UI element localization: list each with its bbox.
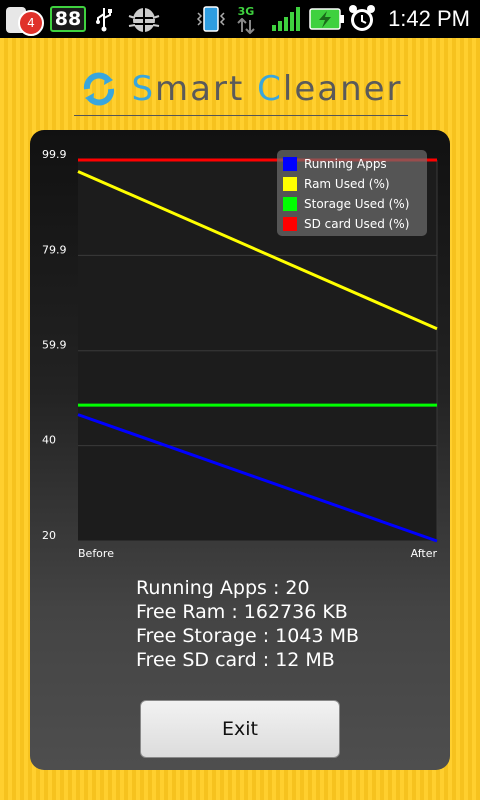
legend-swatch	[283, 157, 297, 171]
stats-summary: Running Apps : 20 Free Ram : 162736 KB F…	[136, 576, 359, 672]
series-line	[77, 413, 438, 543]
legend-label: Ram Used (%)	[304, 177, 390, 191]
title-letter-c: C	[257, 68, 283, 109]
signal-icon	[270, 0, 302, 38]
title-part-mart: mart	[155, 68, 258, 109]
legend-item: Running Apps	[283, 154, 421, 174]
y-tick-label: 40	[42, 434, 56, 447]
legend-swatch	[283, 177, 297, 191]
y-tick-label: 99.9	[42, 148, 67, 161]
legend-item: Ram Used (%)	[283, 174, 421, 194]
exit-button[interactable]: Exit	[140, 700, 340, 758]
legend-label: Running Apps	[304, 157, 387, 171]
refresh-icon	[84, 72, 115, 105]
android-debug-icon	[124, 0, 164, 38]
alarm-icon	[346, 0, 378, 38]
notification-count-badge: 4	[18, 10, 44, 36]
x-tick-label: After	[411, 547, 438, 560]
battery-level-indicator: 88	[50, 6, 86, 32]
title-part-leaner: leaner	[282, 68, 403, 109]
network-type-label: 3G	[237, 4, 255, 18]
app-title: Smart Cleaner	[131, 69, 402, 109]
x-tick-label: Before	[78, 547, 114, 560]
legend-label: SD card Used (%)	[304, 217, 410, 231]
stat-free-storage: Free Storage : 1043 MB	[136, 625, 359, 647]
results-panel: 99.9 79.9 59.9 40 20 Before After Running Apps…	[30, 130, 450, 770]
app-header: Smart Cleaner	[74, 62, 408, 116]
status-bar: 4 88 3G 1:42 PM	[0, 0, 480, 38]
legend-swatch	[283, 217, 297, 231]
legend-item: SD card Used (%)	[283, 214, 421, 234]
legend-item: Storage Used (%)	[283, 194, 421, 214]
stat-running-apps: Running Apps : 20	[136, 577, 310, 599]
chart-legend: Running Apps Ram Used (%) Storage Used (…	[277, 150, 427, 236]
legend-label: Storage Used (%)	[304, 197, 410, 211]
vibrate-icon	[192, 0, 230, 38]
stat-free-sd: Free SD card : 12 MB	[136, 649, 335, 671]
stat-free-ram: Free Ram : 162736 KB	[136, 601, 348, 623]
series-line	[77, 170, 438, 331]
usb-icon	[92, 0, 116, 38]
y-tick-label: 20	[42, 529, 56, 542]
clock-time: 1:42 PM	[388, 6, 470, 31]
y-tick-label: 79.9	[42, 243, 67, 256]
data-transfer-icon: 3G	[232, 0, 260, 38]
battery-charging-icon	[308, 0, 346, 38]
y-tick-label: 59.9	[42, 339, 67, 352]
legend-swatch	[283, 197, 297, 211]
title-letter-s: S	[131, 68, 156, 109]
